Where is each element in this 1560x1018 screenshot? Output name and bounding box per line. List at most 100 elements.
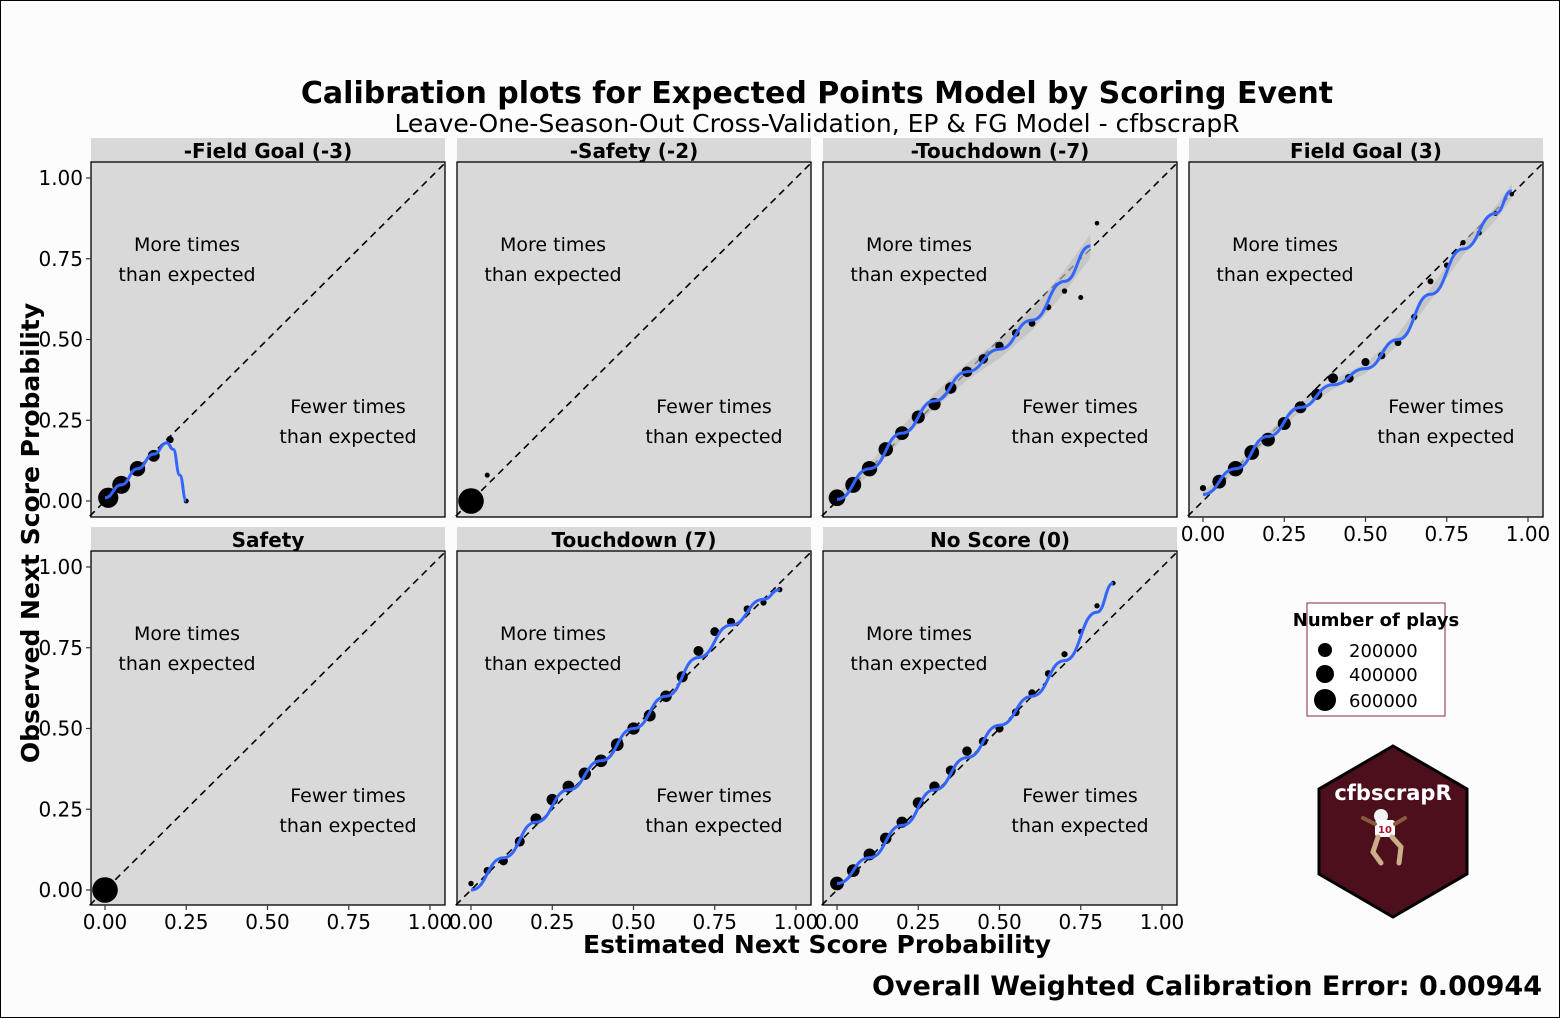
data-point [1061,288,1068,294]
annotation-fewer-line2: than expected [1011,815,1148,837]
facet-3: Field Goal (3) More times than expected Few… [1181,138,1551,546]
x-tick-label: 1.00 [1140,910,1185,934]
data-point [710,627,720,637]
data-point [693,645,704,657]
data-point [1061,651,1068,658]
annotation-fewer-line1: Fewer times [656,396,771,418]
facet-title: Safety [232,528,305,552]
smooth-line [104,441,188,503]
x-tick-label: 0.00 [449,910,494,934]
x-tick-label: 0.25 [896,910,941,934]
x-tick-label: 0.75 [1058,910,1103,934]
annotation-more-line2: than expected [118,653,255,675]
annotation-fewer-line1: Fewer times [1022,396,1137,418]
x-tick-label: 0.00 [815,910,860,934]
football-player-icon: 10 [1361,809,1407,866]
y-tick-label: 0.75 [38,636,83,660]
x-tick-label: 0.75 [692,910,737,934]
facet-strip [91,138,445,162]
data-point [166,435,174,444]
annotation-fewer-line1: Fewer times [1388,396,1503,418]
smooth-line [470,588,780,892]
size-legend: Number of plays 200000 400000 600000 [1293,602,1459,717]
facet-strip [457,527,811,551]
x-tick-label: 0.25 [530,910,575,934]
annotation-fewer-line2: than expected [279,815,416,837]
facet-6: No Score (0) More times than expected Fewer… [815,527,1185,934]
annotation-more-line1: More times [500,234,606,256]
facet-strip [91,527,445,551]
annotation-fewer-line2: than expected [645,815,782,837]
facet-strip [823,138,1177,162]
data-point [1427,278,1434,285]
annotation-fewer-line2: than expected [279,426,416,448]
facet-title: -Touchdown (-7) [911,139,1090,163]
chart-title: Calibration plots for Expected Points Mo… [301,76,1333,111]
annotation-more-line2: than expected [1216,264,1353,286]
annotation-more-line2: than expected [484,653,621,675]
y-tick-label: 0.50 [38,717,83,741]
data-point [962,746,972,756]
facet-panel [456,161,812,518]
data-point [92,877,118,903]
logo-text: cfbscrapR [1334,781,1451,805]
x-tick-label: 1.00 [774,910,819,934]
facet-title: No Score (0) [930,528,1070,552]
y-tick-label: 1.00 [38,166,83,190]
y-tick-label: 0.25 [38,797,83,821]
annotation-more-line2: than expected [484,264,621,286]
x-tick-label: 0.50 [245,910,290,934]
y-tick-label: 0.50 [38,328,83,352]
annotation-more-line1: More times [500,623,606,645]
annotation-fewer-line2: than expected [645,426,782,448]
data-point [1078,294,1084,301]
data-point [1460,239,1466,246]
y-tick-label: 0.00 [38,878,83,902]
legend-label-600000: 600000 [1349,691,1418,712]
x-tick-label: 0.50 [977,910,1022,934]
facet-strip [457,138,811,162]
facet-strip [1189,138,1543,162]
facet-strip [823,527,1177,551]
legend-point-small [1318,643,1332,657]
facet-0: -Field Goal (-3) More times than expected F… [38,138,446,518]
y-tick-label: 0.25 [38,408,83,432]
x-tick-label: 1.00 [1506,522,1551,546]
annotation-more-line1: More times [866,234,972,256]
y-axis-label: Observed Next Score Probability [16,303,45,763]
svg-text:10: 10 [1378,825,1392,836]
annotation-more-line2: than expected [850,653,987,675]
facet-title: -Field Goal (-3) [184,139,353,163]
annotation-fewer-line1: Fewer times [290,785,405,807]
annotation-more-line1: More times [134,234,240,256]
data-point [760,599,767,606]
x-tick-label: 0.50 [611,910,656,934]
smooth-line [1202,189,1513,497]
data-point [828,489,846,507]
facet-title: Field Goal (3) [1290,139,1442,163]
facet-title: Touchdown (7) [552,528,717,552]
annotation-more-line1: More times [866,623,972,645]
x-tick-label: 0.00 [1181,522,1226,546]
annotation-fewer-line2: than expected [1011,426,1148,448]
facet-4: Safety More times than expected Fewer times… [38,527,452,934]
data-point [1327,373,1339,384]
annotation-more-line2: than expected [118,264,255,286]
data-point [468,880,474,887]
x-tick-label: 0.75 [326,910,371,934]
x-tick-label: 0.50 [1343,522,1388,546]
x-tick-label: 0.00 [83,910,128,934]
y-tick-label: 1.00 [38,555,83,579]
y-tick-label: 0.75 [38,247,83,271]
chart-subtitle: Leave-One-Season-Out Cross-Validation, E… [394,109,1239,138]
data-point [1094,603,1100,609]
facet-title: -Safety (-2) [570,139,699,163]
x-tick-label: 1.00 [408,910,453,934]
calibration-error-footer: Overall Weighted Calibration Error: 0.00… [872,971,1542,1002]
annotation-more-line1: More times [1232,234,1338,256]
x-axis-label: Estimated Next Score Probability [583,930,1051,959]
legend-point-large [1314,689,1336,711]
data-point [1361,358,1370,367]
annotation-more-line1: More times [134,623,240,645]
